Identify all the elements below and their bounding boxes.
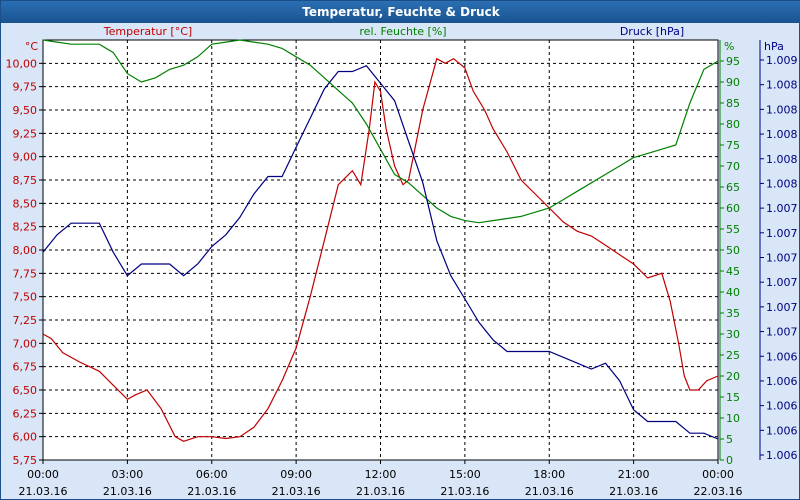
pressure-tick-label: 1.008 [766,128,798,141]
humidity-tick-label: 70 [726,160,740,173]
pressure-tick-label: 1.007 [766,301,798,314]
pressure-axis-title: Druck [hPa] [620,25,684,38]
pressure-tick-label: 1.007 [766,326,798,339]
humidity-series-line [42,39,719,224]
pressure-tick-label: 1.007 [766,276,798,289]
temperature-tick-label: 9,50 [13,104,38,117]
humidity-tick-label: 50 [726,244,740,257]
humidity-tick-label: 60 [726,202,740,215]
temperature-tick-label: 7,75 [13,267,38,280]
pressure-series-line [42,64,719,440]
humidity-tick-label: 0 [726,454,733,467]
pressure-tick-label: 1.008 [766,177,798,190]
humidity-unit: % [724,40,734,53]
x-tick-date: 21.03.16 [272,485,321,498]
humidity-tick-label: 20 [726,370,740,383]
x-tick-date: 21.03.16 [19,485,68,498]
pressure-tick-label: 1.006 [766,449,798,462]
humidity-tick-label: 85 [726,97,740,110]
temperature-tick-label: 6,00 [13,431,38,444]
pressure-tick-label: 1.008 [766,153,798,166]
x-tick-date: 21.03.16 [103,485,152,498]
x-tick-time: 21:00 [618,468,650,481]
temperature-tick-label: 8,75 [13,174,38,187]
pressure-tick-label: 1.007 [766,227,798,240]
x-tick-date: 21.03.16 [356,485,405,498]
pressure-tick-label: 1.006 [766,375,798,388]
x-tick-time: 15:00 [449,468,481,481]
window-title: Temperatur, Feuchte & Druck [302,5,500,19]
temperature-tick-label: 6,25 [13,407,38,420]
temperature-tick-label: 5,75 [13,454,38,467]
axes-group: 00:00 21.03.16 03:00 21.03.16 06:00 21.03.16 0… [6,40,798,498]
temperature-tick-label: 8,00 [13,244,38,257]
humidity-tick-label: 55 [726,223,740,236]
x-tick-time: 00:00 [27,468,59,481]
pressure-tick-label: 1.006 [766,350,798,363]
humidity-axis-title: rel. Feuchte [%] [359,25,446,38]
humidity-tick-label: 45 [726,265,740,278]
x-tick-date: 21.03.16 [525,485,574,498]
x-tick-time: 12:00 [365,468,397,481]
pressure-tick-label: 1.008 [766,79,798,92]
temperature-tick-label: 9,75 [13,81,38,94]
humidity-tick-label: 10 [726,412,740,425]
x-tick-time: 09:00 [280,468,312,481]
x-tick-date: 21.03.16 [440,485,489,498]
humidity-tick-label: 90 [726,76,740,89]
temperature-tick-label: 9,00 [13,151,38,164]
humidity-tick-label: 5 [726,433,733,446]
temperature-tick-label: 7,00 [13,337,38,350]
temperature-series-line [42,57,719,442]
temperature-tick-label: 7,50 [13,291,38,304]
humidity-tick-label: 25 [726,349,740,362]
x-tick-time: 18:00 [533,468,565,481]
temperature-tick-label: 7,25 [13,314,38,327]
pressure-tick-label: 1.006 [766,400,798,413]
temperature-tick-label: 10,00 [6,57,38,70]
humidity-tick-label: 30 [726,328,740,341]
temperature-unit: °C [25,40,39,53]
humidity-tick-label: 95 [726,55,740,68]
temperature-tick-label: 8,25 [13,221,38,234]
temperature-tick-label: 9,25 [13,127,38,140]
humidity-tick-label: 40 [726,286,740,299]
x-tick-date: 21.03.16 [609,485,658,498]
pressure-tick-label: 1.008 [766,103,798,116]
grid-lines [43,40,718,461]
pressure-tick-label: 1.006 [766,424,798,437]
title-bar: Temperatur, Feuchte & Druck [1,1,800,23]
x-tick-time: 03:00 [112,468,144,481]
pressure-unit: hPa [764,40,784,53]
humidity-tick-label: 80 [726,118,740,131]
temperature-tick-label: 6,50 [13,384,38,397]
x-tick-time: 06:00 [196,468,228,481]
x-tick-time: 00:00 [702,468,734,481]
x-tick-date: 21.03.16 [187,485,236,498]
series-group [42,39,719,442]
x-tick-date: 22.03.16 [694,485,743,498]
humidity-tick-label: 35 [726,307,740,320]
humidity-tick-label: 15 [726,391,740,404]
temperature-axis-title: Temperatur [°C] [103,25,192,38]
humidity-tick-label: 65 [726,181,740,194]
pressure-tick-label: 1.007 [766,252,798,265]
pressure-tick-label: 1.009 [766,54,798,67]
temperature-tick-label: 8,50 [13,197,38,210]
humidity-tick-label: 75 [726,139,740,152]
temperature-tick-label: 6,75 [13,361,38,374]
pressure-tick-label: 1.007 [766,202,798,215]
